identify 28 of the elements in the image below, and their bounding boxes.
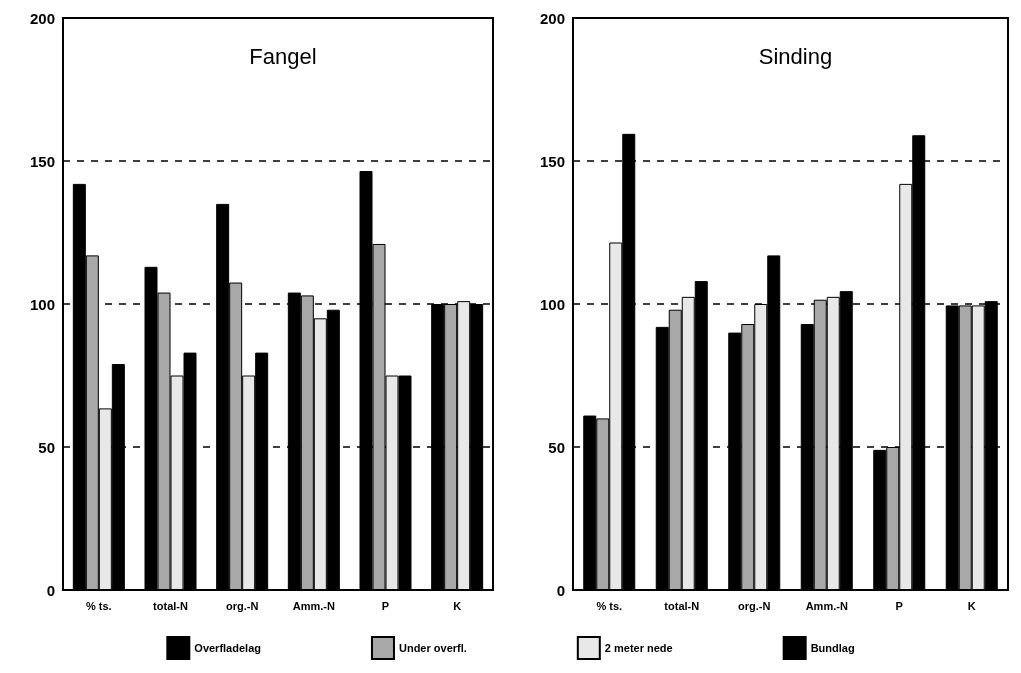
y-tick-label: 100: [29, 295, 55, 313]
x-tick-label: org.-N: [225, 599, 259, 612]
x-tick-label: % ts.: [85, 599, 112, 612]
text: Fangel: [249, 43, 317, 69]
y-tick-label: 100: [539, 295, 565, 313]
y-tick-label: 150: [29, 152, 55, 170]
y-tick-label: 50: [38, 438, 55, 456]
legend-label: Bundlag: [810, 642, 855, 654]
y-tick-label: 200: [29, 9, 55, 27]
y-tick-label: 0: [46, 581, 55, 599]
y-tick-label: 150: [539, 152, 565, 170]
text: Sinding: [758, 43, 833, 69]
x-tick-label: K: [967, 599, 976, 612]
x-tick-label: K: [453, 599, 462, 612]
x-tick-label: P: [381, 599, 390, 612]
legend-label: 2 meter nede: [604, 642, 673, 654]
x-tick-label: total-N: [664, 599, 700, 612]
legend-label: Under overfl.: [398, 642, 467, 654]
x-tick-label: Amm.-N: [805, 599, 848, 612]
x-tick-label: org.-N: [738, 599, 771, 612]
y-tick-label: 200: [539, 9, 565, 27]
legend-label: Overfladelag: [194, 642, 261, 654]
x-tick-label: % ts.: [596, 599, 623, 612]
x-tick-label: P: [895, 599, 903, 612]
y-tick-label: 0: [556, 581, 565, 599]
y-tick-label: 50: [548, 438, 565, 456]
x-tick-label: total-N: [153, 599, 188, 612]
x-tick-label: Amm.-N: [292, 599, 335, 612]
